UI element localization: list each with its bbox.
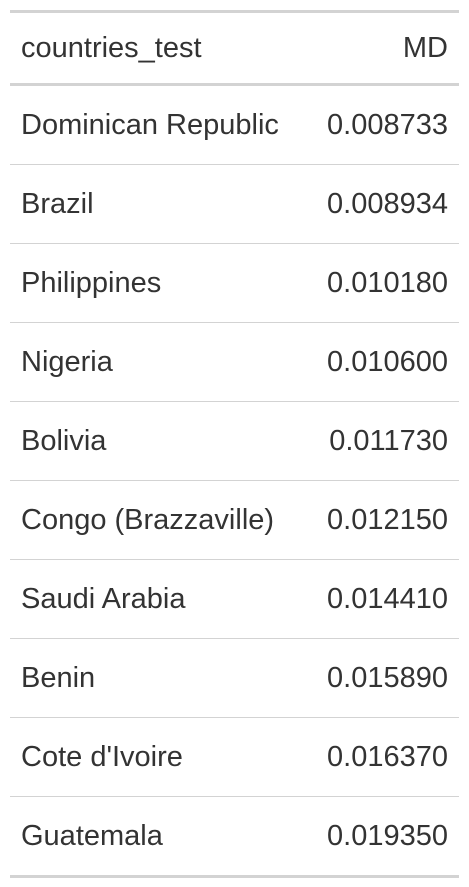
table-row: Philippines 0.010180: [10, 243, 459, 323]
table-row: Benin 0.015890: [10, 638, 459, 718]
md-cell: 0.015890: [307, 638, 459, 718]
md-cell: 0.010180: [307, 243, 459, 323]
data-table: countries_test MD Dominican Republic 0.0…: [10, 10, 459, 878]
table-row: Brazil 0.008934: [10, 164, 459, 244]
country-cell: Saudi Arabia: [10, 559, 308, 639]
header-row: countries_test MD: [10, 11, 459, 86]
country-cell: Guatemala: [10, 796, 308, 877]
md-cell: 0.011730: [307, 401, 459, 481]
table-row: Bolivia 0.011730: [10, 401, 459, 481]
country-cell: Philippines: [10, 243, 308, 323]
country-cell: Benin: [10, 638, 308, 718]
data-table-container: countries_test MD Dominican Republic 0.0…: [10, 10, 459, 878]
column-header-countries-test: countries_test: [10, 11, 308, 86]
country-cell: Bolivia: [10, 401, 308, 481]
md-cell: 0.008733: [327, 108, 448, 141]
md-cell: 0.016370: [307, 717, 459, 797]
country-cell: Congo (Brazzaville): [10, 480, 308, 560]
table-body: Dominican Republic 0.008733 Brazil 0.008…: [10, 85, 459, 877]
column-header-md: MD: [307, 11, 459, 86]
table-row: Guatemala 0.019350: [10, 796, 459, 877]
table-row: Nigeria 0.010600: [10, 322, 459, 402]
country-cell: Cote d'Ivoire: [10, 717, 308, 797]
md-cell: 0.019350: [307, 796, 459, 877]
table-row: Dominican Republic 0.008733: [10, 85, 459, 165]
md-cell: 0.014410: [307, 559, 459, 639]
md-cell: 0.012150: [307, 480, 459, 560]
country-cell: Brazil: [10, 164, 308, 244]
table-header: countries_test MD: [10, 11, 459, 86]
country-cell: Nigeria: [10, 322, 308, 402]
table-row: Congo (Brazzaville) 0.012150: [10, 480, 459, 560]
country-cell: Dominican Republic: [21, 108, 279, 141]
md-cell: 0.010600: [307, 322, 459, 402]
table-row: Saudi Arabia 0.014410: [10, 559, 459, 639]
table-row: Cote d'Ivoire 0.016370: [10, 717, 459, 797]
md-cell: 0.008934: [307, 164, 459, 244]
